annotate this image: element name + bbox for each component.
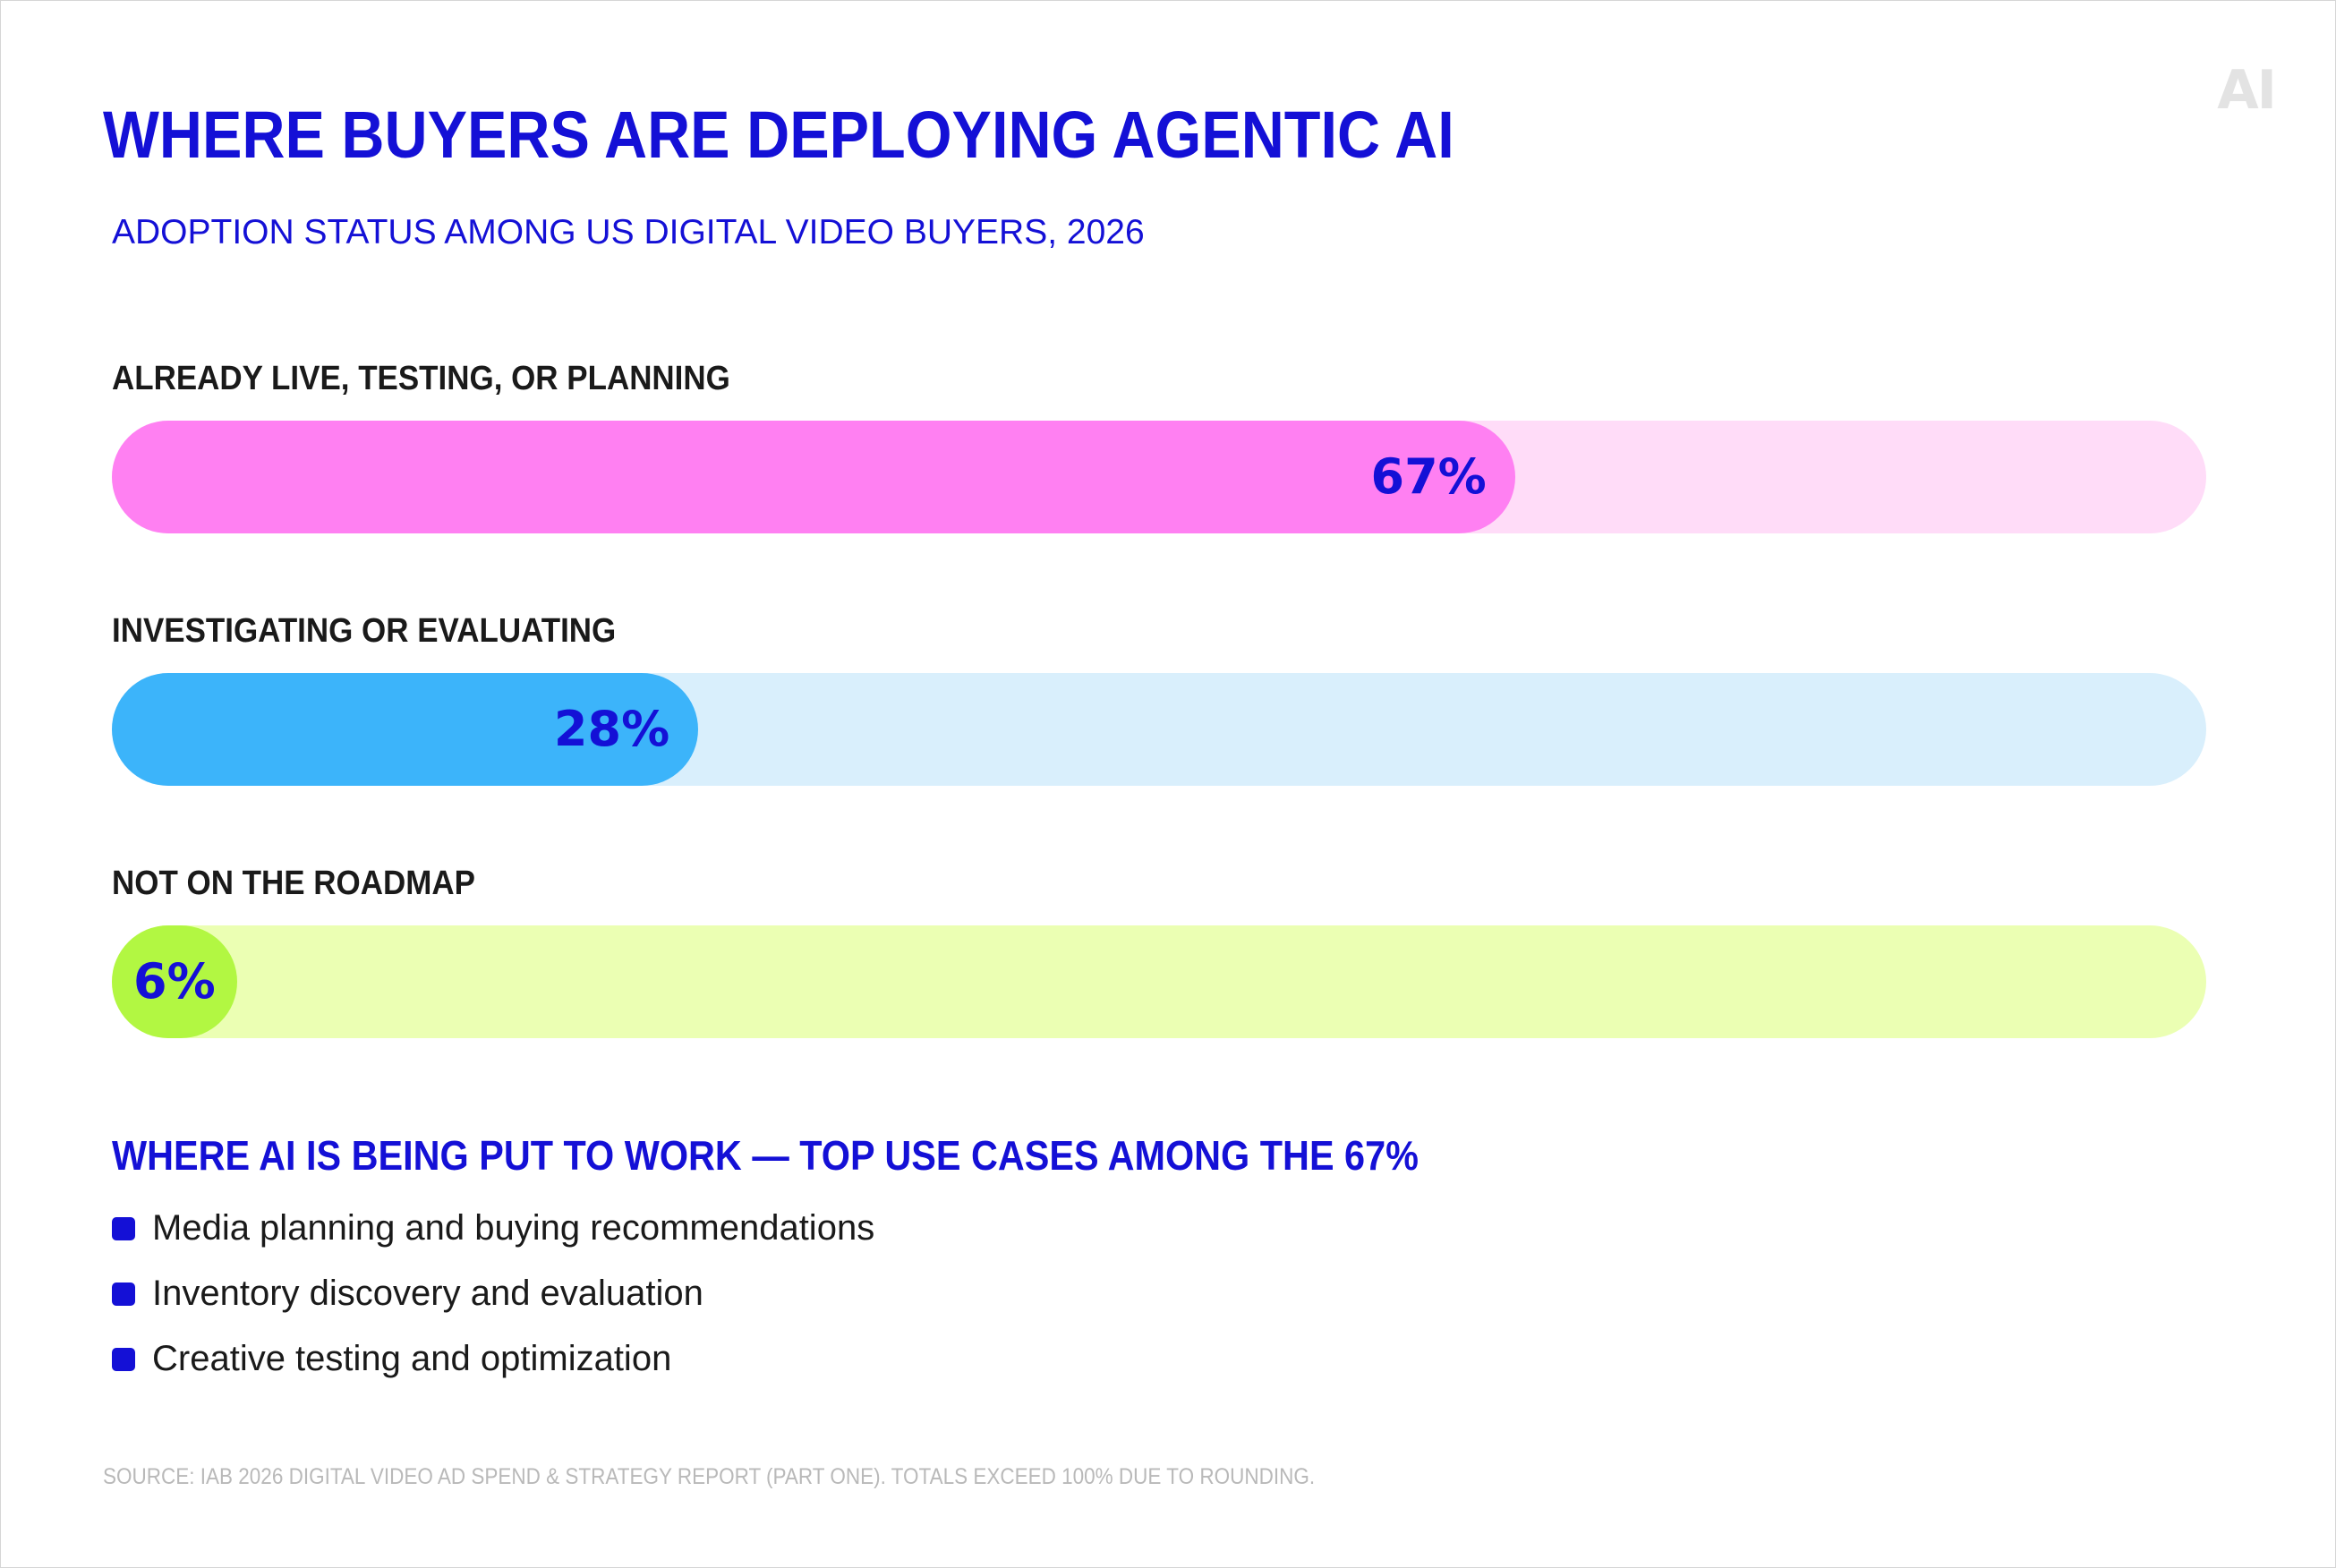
bar-category-label: NOT ON THE ROADMAP (112, 865, 475, 902)
bar-value-label: 28% (553, 701, 670, 757)
chart-subtitle: ADOPTION STATUS AMONG US DIGITAL VIDEO B… (112, 213, 1145, 251)
bar (112, 421, 1515, 533)
bar-group: NOT ON THE ROADMAP 6% (112, 865, 2206, 1038)
use-cases-list: Media planning and buying recommendation… (112, 1196, 874, 1392)
bullet-square-icon (112, 1282, 135, 1306)
use-case-text: Media planning and buying recommendation… (152, 1208, 875, 1248)
chart-title: WHERE BUYERS ARE DEPLOYING AGENTIC AI (103, 98, 1454, 172)
bar-track: 67% (112, 421, 2206, 533)
bullet-square-icon (112, 1216, 135, 1240)
list-item: Media planning and buying recommendation… (112, 1196, 874, 1261)
bar-group: INVESTIGATING OR EVALUATING 28% (112, 612, 2206, 786)
list-item: Creative testing and optimization (112, 1326, 874, 1392)
bar-value-label: 6% (133, 953, 216, 1010)
list-item: Inventory discovery and evaluation (112, 1261, 874, 1326)
use-cases-title: WHERE AI IS BEING PUT TO WORK — TOP USE … (112, 1132, 1419, 1179)
bar-category-label: ALREADY LIVE, TESTING, OR PLANNING (112, 360, 730, 397)
bar (112, 925, 238, 1038)
bullet-square-icon (112, 1347, 135, 1371)
bar-value-label: 67% (1370, 448, 1487, 505)
bar-group: ALREADY LIVE, TESTING, OR PLANNING 67% (112, 360, 2206, 533)
bar-track: 28% (112, 673, 2206, 786)
bar-track: 6% (112, 925, 2206, 1038)
bar-category-label: INVESTIGATING OR EVALUATING (112, 612, 617, 650)
source-note: SOURCE: IAB 2026 DIGITAL VIDEO AD SPEND … (103, 1464, 1316, 1489)
use-case-text: Creative testing and optimization (152, 1339, 672, 1378)
use-case-text: Inventory discovery and evaluation (152, 1274, 703, 1313)
bar (112, 673, 699, 786)
brand-logo: AI (2217, 59, 2277, 122)
